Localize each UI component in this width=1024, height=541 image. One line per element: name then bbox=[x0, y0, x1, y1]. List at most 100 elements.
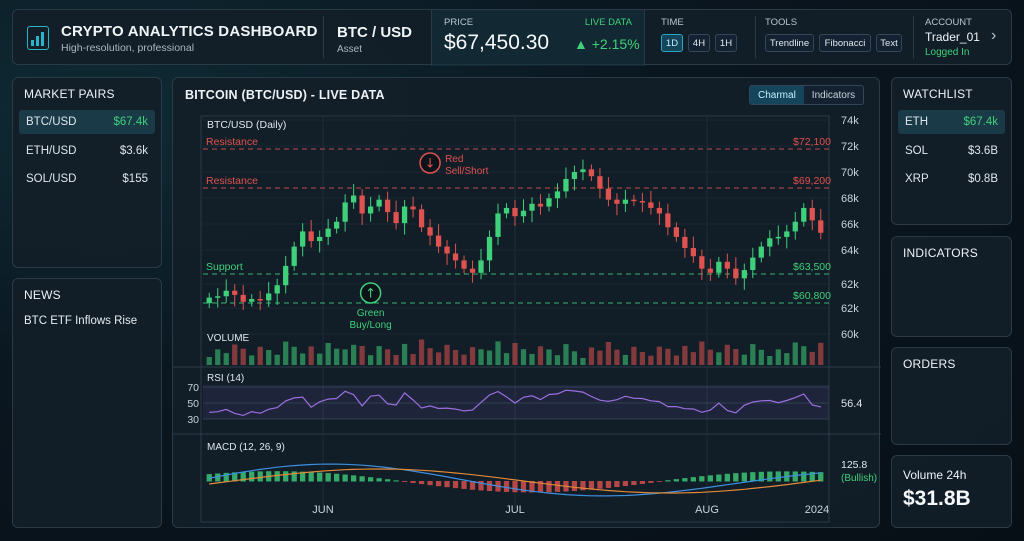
asset-pair[interactable]: BTC / USD bbox=[337, 24, 412, 41]
volume-bar bbox=[249, 355, 255, 365]
volume-bar bbox=[571, 351, 578, 365]
buy-signal-icon bbox=[359, 282, 382, 304]
candle-body bbox=[215, 296, 221, 298]
candle-body bbox=[682, 236, 688, 248]
volume-bar bbox=[792, 342, 798, 365]
top-header: CRYPTO ANALYTICS DASHBOARD High-resoluti… bbox=[12, 9, 1012, 66]
y-tick-label: 60k bbox=[841, 329, 859, 341]
volume-bar bbox=[622, 354, 629, 365]
rsi-value: 56.4 bbox=[841, 398, 862, 410]
candle-body bbox=[631, 199, 637, 202]
chevron-right-icon[interactable]: › bbox=[991, 27, 997, 44]
time-1h-button[interactable]: 1H bbox=[715, 34, 737, 52]
live-data-label: LIVE DATA bbox=[584, 17, 632, 28]
candle-body bbox=[503, 207, 510, 214]
volume-bar bbox=[605, 342, 612, 365]
candle-body bbox=[291, 246, 297, 266]
rsi-tick-label: 30 bbox=[187, 414, 199, 426]
macd-histogram-bar bbox=[682, 478, 688, 482]
signal-label: Sell/Short bbox=[445, 166, 489, 177]
candle-body bbox=[571, 172, 578, 179]
trendline-button[interactable]: Trendline bbox=[765, 34, 814, 52]
watch-value: $67.4k bbox=[963, 116, 998, 128]
candle-body bbox=[775, 236, 781, 239]
macd-histogram-bar bbox=[707, 475, 713, 482]
candle-body bbox=[605, 188, 612, 200]
candle-body bbox=[520, 210, 527, 217]
volume-bar bbox=[291, 346, 297, 365]
macd-histogram-bar bbox=[308, 472, 314, 482]
account-name[interactable]: Trader_01 bbox=[925, 30, 980, 44]
arrow-up-icon: ↑ bbox=[365, 287, 376, 302]
market-pair-btc[interactable]: BTC/USD $67.4k bbox=[19, 110, 155, 134]
volume-bar bbox=[410, 354, 416, 365]
volume-bar bbox=[741, 354, 747, 365]
volume-bar bbox=[461, 354, 467, 365]
volume-bar bbox=[588, 347, 595, 365]
watch-value: $3.6B bbox=[967, 145, 998, 157]
volume-24h-value: $31.8B bbox=[903, 487, 971, 510]
tab-indicators[interactable]: Indicators bbox=[803, 86, 864, 104]
text-tool-button[interactable]: Text bbox=[876, 34, 902, 52]
time-1d-button[interactable]: 1D bbox=[661, 34, 683, 52]
tab-charmal[interactable]: Charmal bbox=[750, 86, 804, 104]
candle-body bbox=[801, 207, 807, 222]
macd-histogram-bar bbox=[283, 471, 289, 482]
news-item[interactable]: BTC ETF Inflows Rise bbox=[24, 315, 138, 327]
volume-bar bbox=[656, 346, 663, 365]
market-pair-eth[interactable]: ETH/USD $3.6k bbox=[19, 139, 155, 163]
macd-histogram-bar bbox=[520, 481, 527, 493]
price-chart[interactable]: 74k 72k 70k 68k 66k 64k 62k 62k 60k BTC/USD (Dail… bbox=[173, 78, 881, 529]
pair-value: $3.6k bbox=[119, 145, 148, 157]
volume-bar bbox=[665, 348, 671, 365]
volume-bar bbox=[546, 349, 552, 365]
market-pair-sol[interactable]: SOL/USD $155 bbox=[19, 167, 155, 191]
volume-bar bbox=[801, 346, 807, 365]
macd-histogram-bar bbox=[452, 481, 459, 489]
x-tick-label: JUL bbox=[505, 504, 525, 516]
watchlist-item-sol[interactable]: SOL $3.6B bbox=[898, 139, 1005, 163]
tools-label: TOOLS bbox=[765, 17, 798, 28]
macd-histogram-bar bbox=[325, 473, 331, 482]
watchlist-item-eth[interactable]: ETH $67.4k bbox=[898, 110, 1005, 134]
macd-histogram-bar bbox=[342, 474, 348, 482]
volume-24h-panel: Volume 24h $31.8B bbox=[891, 455, 1012, 528]
candle-body bbox=[665, 213, 671, 228]
candle-body bbox=[367, 206, 374, 214]
watchlist-item-xrp[interactable]: XRP $0.8B bbox=[898, 167, 1005, 191]
price-change: ▲ +2.15% bbox=[574, 36, 640, 52]
time-4h-button[interactable]: 4H bbox=[688, 34, 710, 52]
candle-body bbox=[469, 268, 476, 273]
news-title: NEWS bbox=[24, 288, 61, 302]
macd-histogram-bar bbox=[699, 476, 705, 482]
watch-value: $0.8B bbox=[967, 173, 998, 185]
app-subtitle: High-resolution, professional bbox=[61, 42, 195, 54]
candle-body bbox=[741, 270, 747, 279]
macd-histogram-bar bbox=[733, 473, 739, 482]
price-label: PRICE bbox=[444, 17, 474, 28]
macd-histogram-bar bbox=[631, 481, 637, 486]
candle-body bbox=[359, 195, 365, 214]
candle-body bbox=[283, 265, 289, 286]
macd-histogram-bar bbox=[750, 472, 756, 482]
macd-histogram-bar bbox=[469, 481, 476, 490]
macd-value: 125.8 bbox=[841, 459, 867, 471]
candle-body bbox=[784, 231, 790, 237]
volume-bar bbox=[317, 353, 323, 365]
macd-histogram-bar bbox=[605, 481, 612, 488]
support-label: Support bbox=[206, 261, 243, 273]
volume-bar bbox=[376, 346, 382, 365]
pair-value: $67.4k bbox=[113, 116, 148, 128]
candle-body bbox=[206, 297, 212, 304]
fibonacci-button[interactable]: Fibonacci bbox=[819, 34, 871, 52]
volume-bar bbox=[512, 343, 518, 365]
macd-histogram-bar bbox=[622, 481, 629, 487]
rsi-tick-label: 70 bbox=[187, 382, 199, 394]
candle-body bbox=[639, 201, 646, 203]
volume-bar bbox=[478, 349, 484, 365]
volume-label: VOLUME bbox=[207, 333, 250, 344]
arrow-down-icon: ↓ bbox=[425, 157, 436, 172]
candle-body bbox=[427, 227, 433, 236]
volume-bar bbox=[401, 343, 408, 365]
volume-bar bbox=[758, 349, 764, 365]
